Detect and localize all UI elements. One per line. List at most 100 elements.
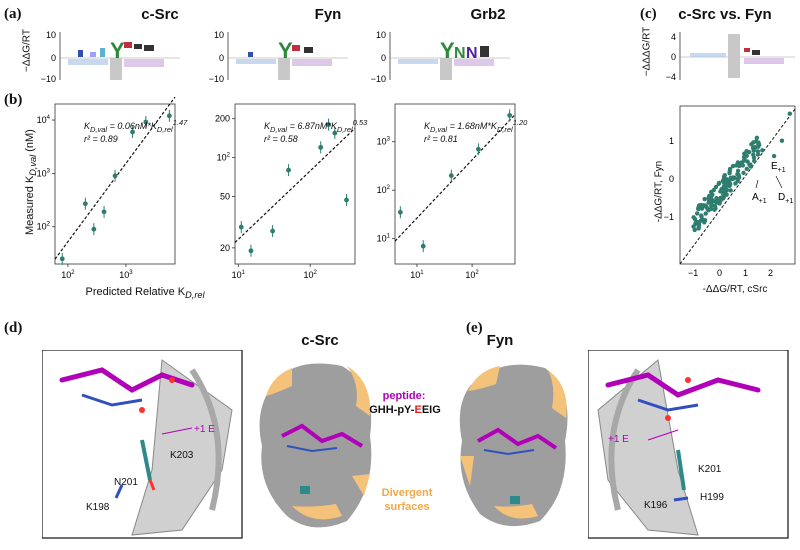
data-point <box>82 201 88 207</box>
panel-c-scatter: E+1 A+1 D+1 −1 0 1 2 1 0 −1 <box>664 105 796 278</box>
logo-csrc-vs-fyn: 4 0 −4 <box>666 32 795 82</box>
svg-text:N: N <box>466 45 478 62</box>
c-data-point <box>713 198 718 204</box>
label-d-plus1: D+1 <box>778 192 793 205</box>
e-label-k201: K201 <box>698 464 722 475</box>
c-data-point <box>751 140 756 145</box>
c-data-point <box>744 166 749 172</box>
fit-line <box>234 127 356 243</box>
data-point <box>248 248 254 254</box>
c-data-point <box>726 178 732 184</box>
y-tick-label: 102 <box>217 153 231 163</box>
c-data-point <box>730 163 736 169</box>
data-point <box>130 129 135 135</box>
c-data-point <box>752 158 757 164</box>
svg-text:−1: −1 <box>664 212 674 222</box>
c-data-point <box>712 203 718 209</box>
eq-fyn: KD,val = 6.87nM*KD,rel0.53 <box>264 118 368 134</box>
panel-label-e: (e) <box>466 320 483 336</box>
plot-fyn: 101 102 20 50 102 200 <box>215 103 356 280</box>
c-data-point <box>748 164 754 169</box>
svg-text:1: 1 <box>669 136 674 146</box>
sequence-logos: 10 0 −10 Y 10 0 −10 Y 10 0 −10 Y <box>41 30 510 84</box>
c-data-point <box>721 183 727 189</box>
y-tick-label: 50 <box>220 191 230 201</box>
r2-grb2: r² = 0.81 <box>424 134 458 144</box>
logo-c-ylabel: −ΔΔΔG/RT <box>641 26 653 77</box>
divergent-surfaces-label: Divergent surfaces <box>381 487 433 513</box>
svg-text:Y: Y <box>110 38 125 63</box>
svg-text:0: 0 <box>671 52 676 62</box>
svg-text:0: 0 <box>669 174 674 184</box>
svg-text:−4: −4 <box>666 72 676 82</box>
data-point <box>326 122 331 128</box>
c-data-point <box>747 149 752 155</box>
d-label-k198: K198 <box>86 502 110 513</box>
data-point <box>143 119 149 125</box>
panel-label-b: (b) <box>4 92 23 108</box>
data-point <box>344 197 349 203</box>
panel-label-a: (a) <box>4 6 22 22</box>
r2-csrc: r² = 0.89 <box>84 134 118 144</box>
svg-text:−10: −10 <box>371 74 386 84</box>
e-label-plus1e: +1 E <box>608 434 629 445</box>
b-ylabel: Measured KD,val (nM) <box>23 129 39 236</box>
y-tick-label: 103 <box>37 168 51 178</box>
c-data-point <box>720 195 726 201</box>
y-tick-label: 102 <box>377 185 391 195</box>
logo-grb2: 10 0 −10 Y N N <box>371 30 510 84</box>
plot-grb2: 101 102 101 102 103 <box>377 103 516 280</box>
fyn-surface <box>459 364 568 527</box>
svg-text:0: 0 <box>717 268 722 278</box>
logo-tick-0: 0 <box>51 53 56 63</box>
c-data-point <box>692 217 698 222</box>
data-point <box>332 130 338 136</box>
data-point <box>91 226 97 232</box>
title-csrc-vs-fyn: c-Src vs. Fyn <box>678 6 772 23</box>
data-point <box>475 146 481 152</box>
c-data-point <box>740 163 746 168</box>
peptide-label: peptide: <box>382 390 426 402</box>
structure-title-csrc: c-Src <box>301 332 339 349</box>
c-data-point <box>706 200 711 205</box>
c-data-point <box>721 177 726 182</box>
c-data-point <box>727 183 732 189</box>
c-data-point <box>756 140 761 145</box>
fit-line <box>394 114 516 242</box>
logo-csrc: 10 0 −10 Y <box>41 30 180 84</box>
title-fyn: Fyn <box>314 6 342 23</box>
c-data-point <box>753 145 758 150</box>
c-xlabel: -ΔΔG/RT, cSrc <box>702 284 768 295</box>
c-data-point <box>699 206 705 211</box>
label-e-plus1: E+1 <box>771 161 786 174</box>
data-point <box>166 113 172 119</box>
c-data-point <box>723 188 729 194</box>
x-tick-label: 101 <box>410 270 424 280</box>
panel-label-d: (d) <box>4 320 23 336</box>
c-data-point <box>718 189 723 194</box>
svg-text:Y: Y <box>278 38 293 63</box>
c-data-point <box>745 159 750 164</box>
c-ylabel: -ΔΔG/RT, Fyn <box>653 160 665 223</box>
data-point <box>507 112 513 118</box>
c-data-point <box>711 187 717 193</box>
c-data-point <box>696 206 701 212</box>
plot-csrc: 102 103 102 103 104 <box>37 96 176 280</box>
y-tick-label: 200 <box>215 114 230 124</box>
data-point <box>397 209 403 215</box>
data-point <box>238 224 244 230</box>
peptide-sequence: GHH-pY-EEIG <box>369 404 441 416</box>
c-data-point <box>735 168 741 174</box>
c-data-point <box>699 214 704 219</box>
e-label-h199: H199 <box>700 492 724 503</box>
x-tick-label: 101 <box>232 270 246 280</box>
svg-text:0: 0 <box>219 53 224 63</box>
x-tick-label: 102 <box>61 270 75 280</box>
x-tick-label: 102 <box>465 270 479 280</box>
svg-text:1: 1 <box>743 268 748 278</box>
data-point <box>448 173 454 178</box>
plot-frame <box>54 103 176 265</box>
svg-text:2: 2 <box>768 268 773 278</box>
b-xlabel: Predicted Relative KD,rel <box>85 286 205 301</box>
